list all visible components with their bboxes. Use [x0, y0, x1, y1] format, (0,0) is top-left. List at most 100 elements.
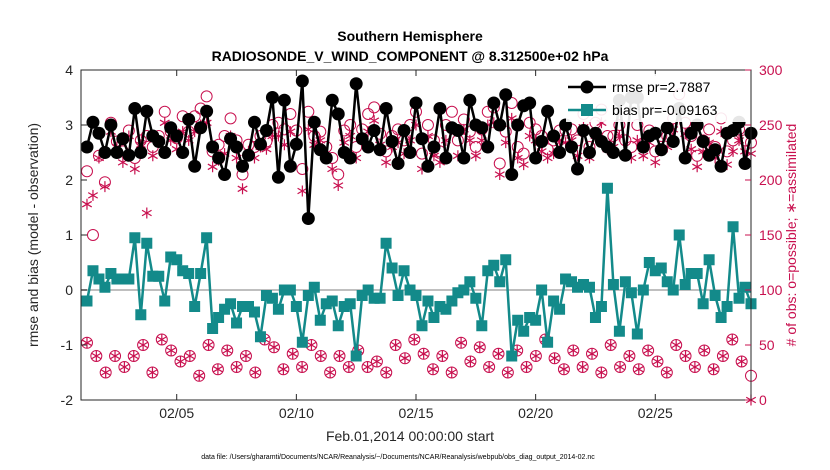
rmse-marker [206, 140, 220, 154]
rmse-marker [182, 113, 196, 126]
obs-assimilated-marker [141, 207, 152, 219]
bias-marker [135, 309, 147, 321]
bias-marker [153, 270, 165, 282]
rmse-marker [325, 93, 339, 107]
rmse-marker [547, 129, 561, 143]
bias-marker [476, 320, 488, 332]
bias-marker [548, 295, 560, 307]
obs-assimilated-marker [727, 334, 738, 345]
y-right-tick-label: 300 [759, 62, 783, 78]
bias-marker [380, 237, 392, 249]
obs-assimilated-marker [129, 163, 140, 175]
obs-assimilated-marker [586, 348, 598, 360]
rmse-marker [660, 121, 674, 135]
obs-assimilated-marker [699, 345, 710, 356]
bias-marker [685, 268, 697, 279]
obs-possible-marker [272, 116, 285, 129]
rmse-marker [606, 146, 620, 159]
obs-assimilated-marker [521, 361, 532, 373]
obs-assimilated-marker [81, 198, 93, 210]
bias-marker [530, 314, 542, 326]
chart-title-line2: RADIOSONDE_V_WIND_COMPONENT @ 8.312500e+… [212, 48, 609, 64]
rmse-marker [295, 74, 309, 88]
rmse-marker [541, 104, 555, 118]
rmse-marker [230, 140, 244, 154]
rmse-marker [218, 168, 232, 181]
rmse-marker [391, 157, 405, 170]
obs-assimilated-marker [325, 367, 336, 378]
bias-marker [709, 290, 721, 301]
bias-line [85, 187, 753, 358]
bias-marker [105, 268, 117, 279]
rmse-marker [397, 124, 411, 137]
obs-possible-marker [368, 101, 381, 114]
bias-marker [518, 325, 530, 337]
obs-assimilated-marker [708, 363, 719, 375]
y-axis-left: -2 -1 0 1 2 3 4 [61, 62, 87, 408]
rmse-marker [122, 148, 136, 162]
bias-marker [404, 284, 416, 296]
bias-marker [464, 276, 476, 288]
obs-assimilated-marker [147, 150, 158, 162]
bias-marker [350, 350, 362, 362]
bias-series [81, 182, 757, 362]
bias-marker [386, 262, 398, 274]
bias-marker [572, 281, 584, 293]
bias-marker [494, 276, 506, 288]
rmse-marker [367, 124, 381, 137]
rmse-marker [283, 159, 297, 173]
rmse-marker [194, 121, 208, 135]
rmse-marker [577, 124, 590, 137]
obs-possible-marker [86, 229, 99, 241]
rmse-marker [714, 159, 728, 173]
bias-marker [266, 292, 278, 304]
bias-marker [446, 295, 458, 307]
obs-assimilated-marker [615, 361, 626, 373]
rmse-marker [116, 132, 130, 146]
rmse-marker [523, 96, 537, 110]
obs-assimilated-marker [297, 361, 308, 373]
bias-marker [260, 290, 272, 301]
rmse-marker [565, 140, 579, 154]
bias-marker [500, 254, 512, 266]
x-axis: 02/05 02/10 02/15 02/20 02/25 [159, 70, 673, 421]
bias-marker [422, 295, 434, 307]
obs-assimilated-marker [278, 363, 289, 375]
rmse-marker [451, 124, 465, 137]
obs-assimilated-marker [643, 345, 654, 356]
rmse-marker [409, 96, 423, 110]
obs-assimilated-marker [605, 339, 616, 351]
obs-assimilated-marker [470, 150, 481, 162]
rmse-marker [385, 135, 399, 148]
bias-marker [470, 292, 482, 304]
bias-marker [607, 279, 619, 290]
y-right-tick-label: 250 [759, 117, 783, 133]
rmse-marker [415, 132, 429, 146]
obs-assimilated-marker [661, 367, 672, 378]
rmse-marker [86, 115, 100, 129]
obs-assimilated-marker [549, 352, 560, 364]
obs-assimilated-marker [456, 337, 467, 349]
x-tick-label: 02/15 [398, 405, 433, 421]
rmse-marker [188, 159, 202, 173]
bias-marker [332, 320, 344, 332]
bias-marker [141, 237, 153, 249]
y-axis-left-label: rmse and bias (model - observation) [25, 123, 41, 347]
rmse-marker [421, 159, 435, 173]
rmse-marker [487, 96, 501, 110]
data-file-footnote: data file: /Users/gharamti/Documents/NCA… [201, 454, 595, 461]
rmse-marker [475, 121, 489, 135]
bias-marker [542, 336, 554, 348]
bias-marker [111, 273, 123, 285]
rmse-marker [582, 146, 596, 159]
bias-marker [99, 281, 111, 293]
rmse-marker [481, 140, 495, 154]
rmse-marker [98, 146, 112, 159]
bias-marker [320, 298, 332, 310]
obs-assimilated-marker [194, 370, 205, 382]
bias-marker [434, 301, 446, 312]
rmse-marker [403, 146, 417, 159]
obs-assimilated-marker [91, 350, 102, 362]
bias-marker [673, 229, 685, 241]
bias-marker [159, 295, 171, 307]
